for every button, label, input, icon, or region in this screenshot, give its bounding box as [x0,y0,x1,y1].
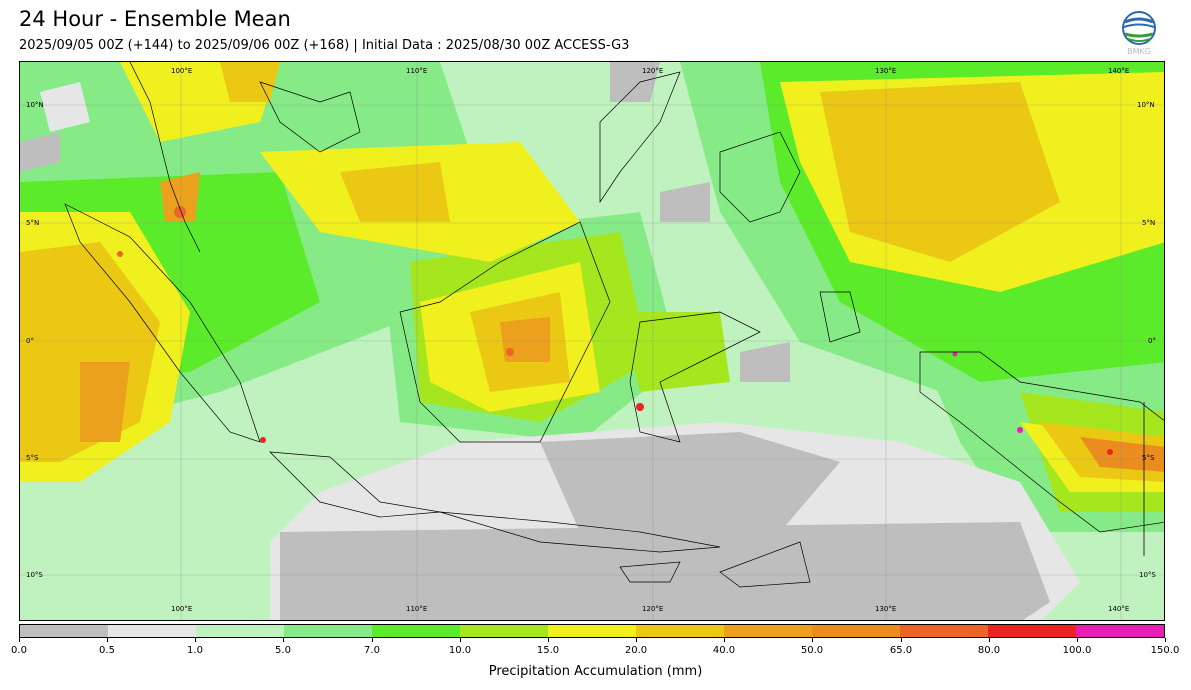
colorbar-tick-label: 100.0 [1062,645,1092,656]
bmkg-logo: BMKG [1119,10,1159,56]
colorbar-segment [900,625,988,637]
colorbar-tick [636,638,637,642]
colorbar-tick [724,638,725,642]
lon-label-140e-top: 140°E [1108,67,1130,75]
colorbar-segment [548,625,636,637]
lon-label-110e-bottom: 110°E [406,605,428,613]
page-subtitle: 2025/09/05 00Z (+144) to 2025/09/06 00Z … [19,38,630,53]
logo-text: BMKG [1127,47,1151,56]
lat-label-5n-right: 5°N [1142,219,1156,227]
lat-label-10n-right: 10°N [1137,101,1155,109]
lon-label-100e-bottom: 100°E [171,605,193,613]
precipitation-field [20,62,1164,620]
colorbar-tick [107,638,108,642]
colorbar-segment [372,625,460,637]
lat-label-0-left: 0° [26,337,34,345]
lat-label-5s-right: 5°S [1142,454,1155,462]
lat-label-10n-left: 10°N [26,101,44,109]
lon-label-130e-top: 130°E [875,67,897,75]
lat-label-10s-right: 10°S [1139,571,1156,579]
colorbar-tick [1165,638,1166,642]
colorbar-title: Precipitation Accumulation (mm) [488,664,703,679]
colorbar-segment [1076,625,1164,637]
colorbar-segment [988,625,1076,637]
colorbar-tick-label: 80.0 [977,645,1001,656]
precipitation-colorbar [19,624,1165,638]
colorbar-tick [1077,638,1078,642]
colorbar-segment [812,625,900,637]
lon-label-140e-bottom: 140°E [1108,605,1130,613]
colorbar-tick [283,638,284,642]
colorbar-tick-label: 40.0 [712,645,736,656]
colorbar-tick-label: 0.0 [11,645,27,656]
precipitation-map: 100°E 110°E 120°E 130°E 140°E 100°E 110°… [19,61,1165,621]
colorbar-tick [372,638,373,642]
colorbar-tick-label: 0.5 [99,645,115,656]
colorbar-tick [548,638,549,642]
colorbar-tick-label: 20.0 [624,645,648,656]
lat-label-0-right: 0° [1148,337,1156,345]
colorbar-tick-label: 7.0 [364,645,380,656]
colorbar-tick [989,638,990,642]
colorbar-segment [636,625,724,637]
colorbar-tick-label: 50.0 [800,645,824,656]
lat-label-5s-left: 5°S [26,454,39,462]
lat-label-5n-left: 5°N [26,219,40,227]
lon-label-120e-top: 120°E [642,67,664,75]
lon-label-120e-bottom: 120°E [642,605,664,613]
lon-label-110e-top: 110°E [406,67,428,75]
colorbar-segment [724,625,812,637]
colorbar-segment [196,625,284,637]
lon-label-130e-bottom: 130°E [875,605,897,613]
colorbar-tick-label: 150.0 [1150,645,1180,656]
colorbar-tick-label: 1.0 [187,645,203,656]
page-title: 24 Hour - Ensemble Mean [19,7,291,31]
colorbar-segment [460,625,548,637]
colorbar-tick-label: 65.0 [889,645,913,656]
lon-label-100e-top: 100°E [171,67,193,75]
colorbar-segment [20,625,108,637]
colorbar-tick-label: 5.0 [275,645,291,656]
colorbar-segment [108,625,196,637]
colorbar-tick-label: 10.0 [448,645,472,656]
colorbar-tick-label: 15.0 [536,645,560,656]
colorbar-tick [812,638,813,642]
colorbar-tick [901,638,902,642]
colorbar-tick [19,638,20,642]
colorbar-tick [195,638,196,642]
colorbar-tick [460,638,461,642]
colorbar-segment [284,625,372,637]
lat-label-10s-left: 10°S [26,571,43,579]
